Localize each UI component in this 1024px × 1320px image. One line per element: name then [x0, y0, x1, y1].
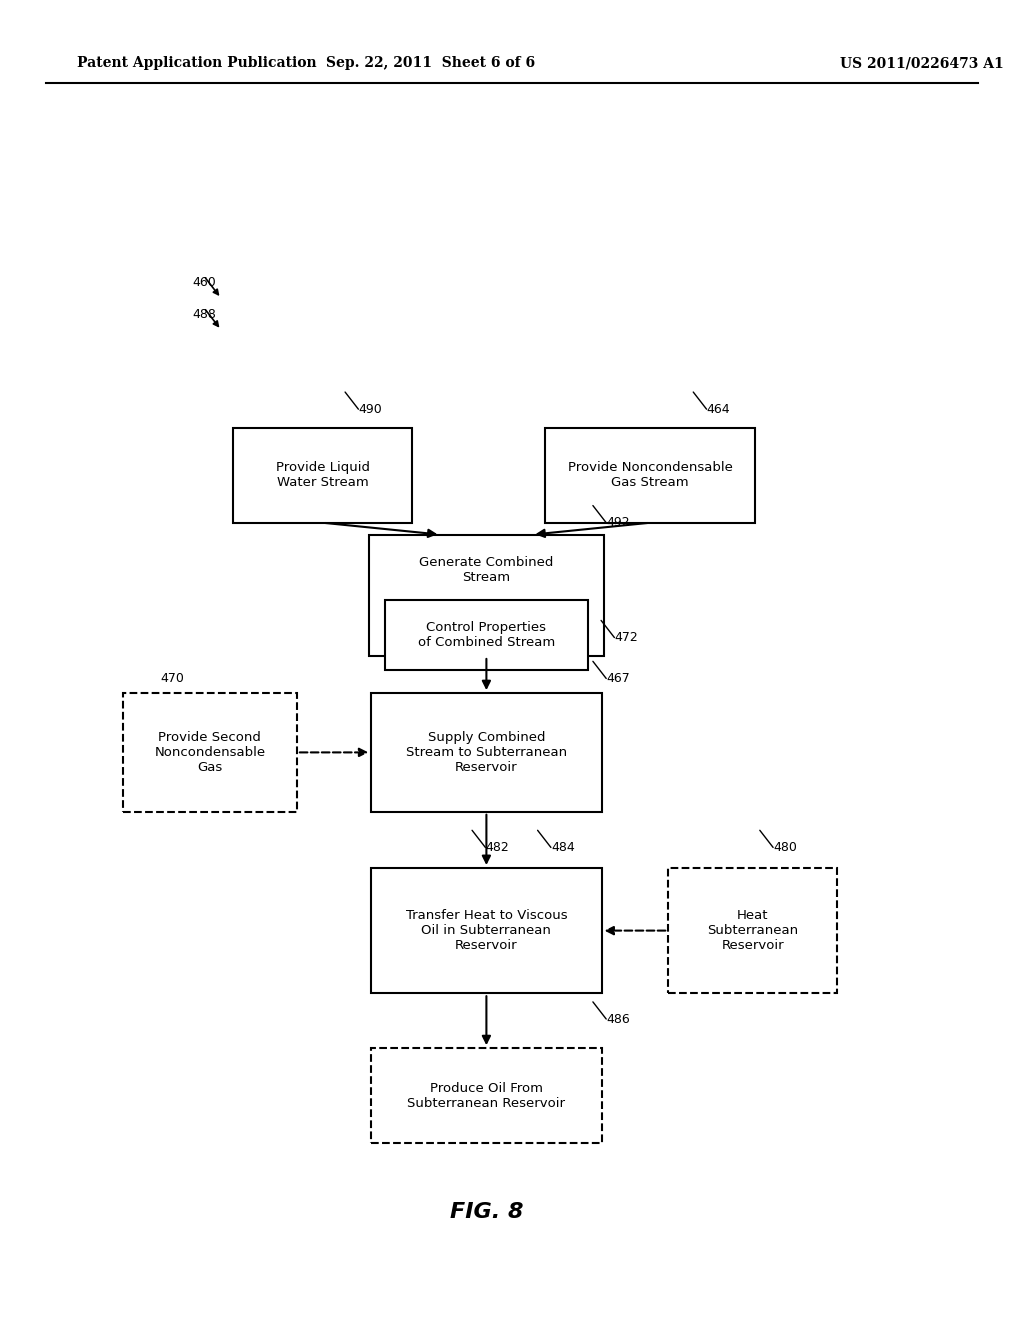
Bar [545, 428, 755, 523]
Bar [668, 869, 838, 993]
Text: Produce Oil From
Subterranean Reservoir: Produce Oil From Subterranean Reservoir [408, 1081, 565, 1110]
Text: 492: 492 [606, 516, 630, 529]
Text: Provide Noncondensable
Gas Stream: Provide Noncondensable Gas Stream [567, 461, 733, 490]
Bar [371, 693, 602, 812]
Bar [369, 535, 604, 656]
Text: Provide Liquid
Water Stream: Provide Liquid Water Stream [275, 461, 370, 490]
Text: Transfer Heat to Viscous
Oil in Subterranean
Reservoir: Transfer Heat to Viscous Oil in Subterra… [406, 909, 567, 952]
Text: 460: 460 [193, 276, 216, 289]
Text: 486: 486 [606, 1012, 630, 1026]
Text: Provide Second
Noncondensable
Gas: Provide Second Noncondensable Gas [155, 731, 265, 774]
Text: Supply Combined
Stream to Subterranean
Reservoir: Supply Combined Stream to Subterranean R… [406, 731, 567, 774]
Text: 472: 472 [614, 631, 638, 644]
Text: 482: 482 [485, 841, 509, 854]
Text: Heat
Subterranean
Reservoir: Heat Subterranean Reservoir [708, 909, 798, 952]
Text: FIG. 8: FIG. 8 [450, 1201, 523, 1222]
Text: 480: 480 [773, 841, 797, 854]
Text: 470: 470 [161, 672, 184, 685]
Text: US 2011/0226473 A1: US 2011/0226473 A1 [840, 57, 1004, 70]
Text: Sep. 22, 2011  Sheet 6 of 6: Sep. 22, 2011 Sheet 6 of 6 [326, 57, 535, 70]
Bar [385, 599, 588, 671]
Text: Generate Combined
Stream: Generate Combined Stream [419, 556, 554, 585]
Bar [371, 1048, 602, 1143]
Text: 464: 464 [707, 403, 730, 416]
Text: 467: 467 [606, 672, 630, 685]
Text: 488: 488 [193, 308, 216, 321]
Text: 490: 490 [358, 403, 382, 416]
Text: Control Properties
of Combined Stream: Control Properties of Combined Stream [418, 620, 555, 649]
Text: 484: 484 [551, 841, 574, 854]
Bar [371, 869, 602, 993]
Bar [233, 428, 412, 523]
Text: Patent Application Publication: Patent Application Publication [77, 57, 316, 70]
Bar [123, 693, 297, 812]
